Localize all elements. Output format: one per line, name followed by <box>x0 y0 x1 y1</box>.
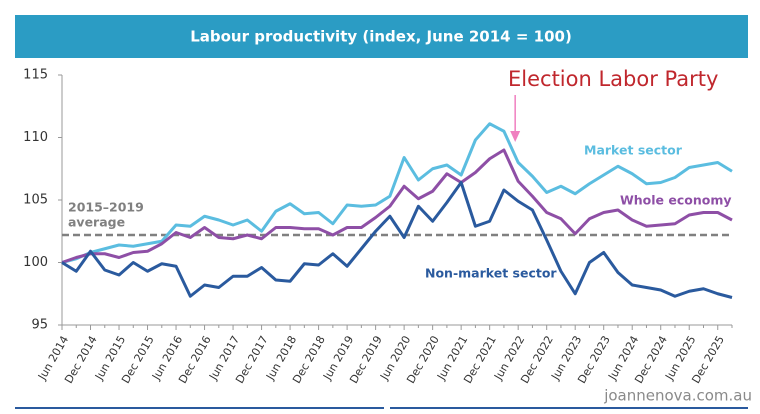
series-line <box>61 181 733 299</box>
watermark: joannenova.com.au <box>603 387 752 405</box>
average-label: average <box>68 215 125 230</box>
series-label: Market sector <box>584 143 683 158</box>
average-label: 2015–2019 <box>68 200 144 215</box>
series-label: Whole economy <box>620 193 732 208</box>
y-tick-label: 95 <box>31 318 48 333</box>
y-tick-label: 115 <box>23 68 48 83</box>
y-tick-label: 100 <box>23 255 48 270</box>
annotation-arrowhead <box>510 131 521 142</box>
y-tick-label: 105 <box>23 193 48 208</box>
y-tick-label: 110 <box>23 130 48 145</box>
series-label: Non-market sector <box>425 266 557 281</box>
series-line <box>61 148 733 264</box>
chart-title: Labour productivity (index, June 2014 = … <box>190 28 572 46</box>
series-line <box>61 122 733 264</box>
election-annotation: Election Labor Party <box>508 67 718 91</box>
title-bar <box>15 15 748 58</box>
